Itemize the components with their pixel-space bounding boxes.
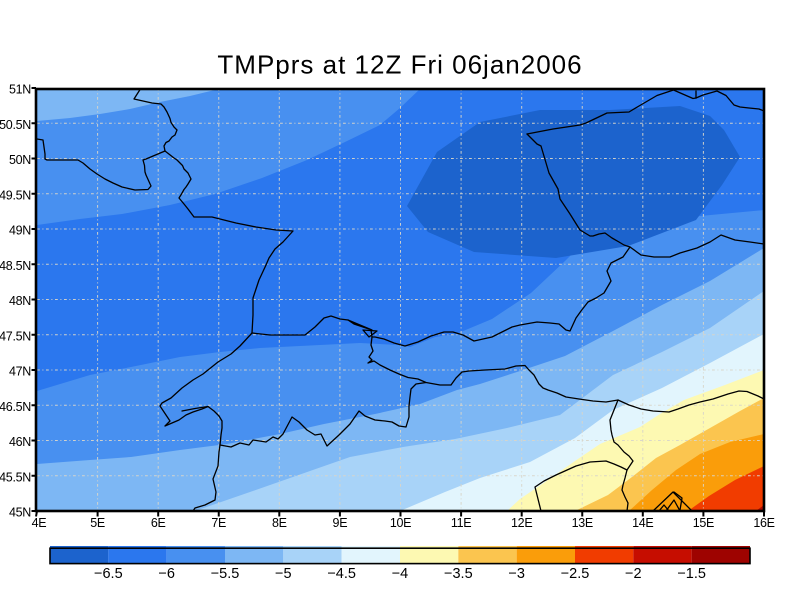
svg-text:11E: 11E bbox=[451, 516, 471, 530]
svg-text:16E: 16E bbox=[753, 516, 774, 530]
svg-text:48.5N: 48.5N bbox=[0, 259, 31, 273]
svg-text:−3.5: −3.5 bbox=[444, 566, 473, 582]
svg-text:15E: 15E bbox=[693, 516, 714, 530]
svg-text:6E: 6E bbox=[151, 516, 166, 530]
svg-text:−2.5: −2.5 bbox=[561, 566, 590, 582]
svg-text:−5: −5 bbox=[275, 566, 292, 582]
svg-text:10E: 10E bbox=[390, 516, 411, 530]
svg-text:4E: 4E bbox=[32, 516, 47, 530]
svg-text:−2: −2 bbox=[625, 566, 642, 582]
svg-text:9E: 9E bbox=[333, 516, 348, 530]
svg-text:50N: 50N bbox=[9, 153, 31, 167]
svg-text:−5.5: −5.5 bbox=[211, 566, 240, 582]
svg-text:−4.5: −4.5 bbox=[327, 566, 356, 582]
svg-text:5E: 5E bbox=[90, 516, 105, 530]
svg-text:−3: −3 bbox=[508, 566, 525, 582]
svg-text:49N: 49N bbox=[9, 224, 31, 238]
svg-text:46.5N: 46.5N bbox=[0, 400, 31, 414]
svg-text:49.5N: 49.5N bbox=[0, 188, 31, 202]
svg-text:−1.5: −1.5 bbox=[677, 566, 706, 582]
svg-text:−6: −6 bbox=[158, 566, 175, 582]
svg-text:50.5N: 50.5N bbox=[0, 118, 31, 132]
svg-text:−4: −4 bbox=[392, 566, 409, 582]
svg-text:46N: 46N bbox=[9, 435, 31, 449]
svg-text:14E: 14E bbox=[632, 516, 653, 530]
svg-text:13E: 13E bbox=[572, 516, 593, 530]
svg-text:12E: 12E bbox=[511, 516, 532, 530]
svg-text:47N: 47N bbox=[9, 365, 31, 379]
svg-text:45.5N: 45.5N bbox=[0, 470, 31, 484]
svg-text:48N: 48N bbox=[9, 294, 31, 308]
svg-text:45N: 45N bbox=[9, 506, 31, 520]
svg-text:51N: 51N bbox=[9, 83, 31, 97]
svg-text:47.5N: 47.5N bbox=[0, 329, 31, 343]
svg-text:TMPprs at 12Z Fri 06jan2006: TMPprs at 12Z Fri 06jan2006 bbox=[217, 50, 582, 80]
svg-text:7E: 7E bbox=[211, 516, 226, 530]
svg-text:8E: 8E bbox=[272, 516, 287, 530]
svg-text:−6.5: −6.5 bbox=[94, 566, 123, 582]
